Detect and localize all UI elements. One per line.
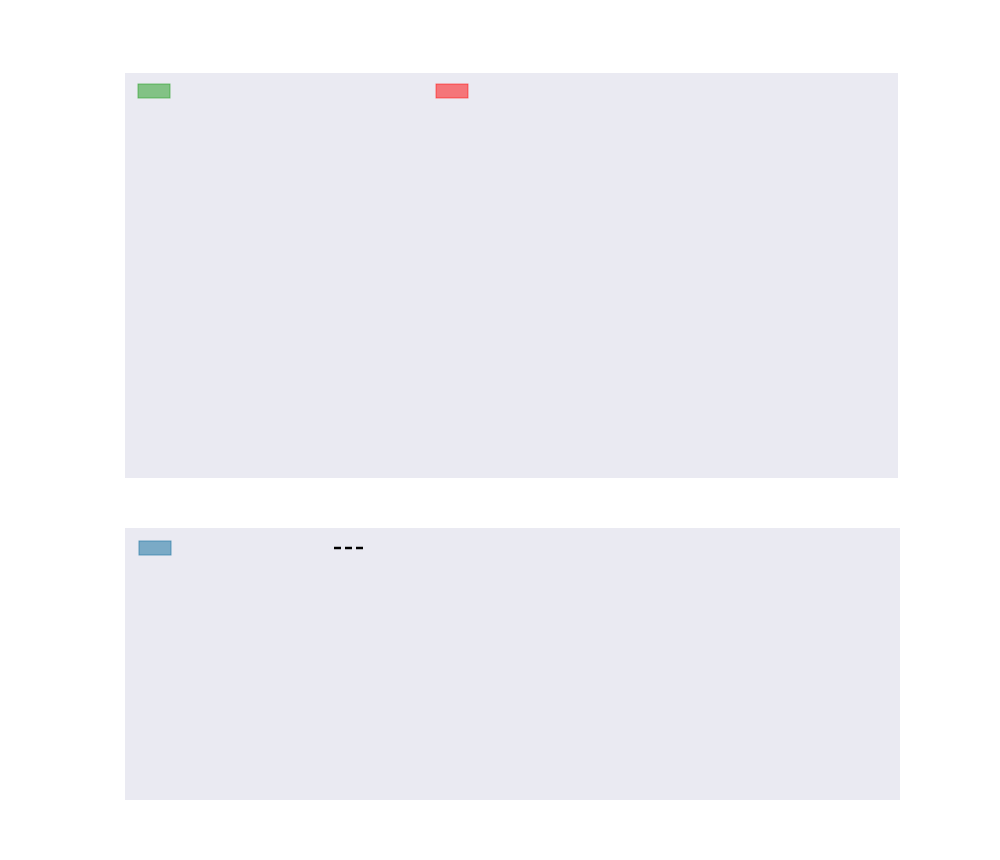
cot-positions-panel [125, 73, 898, 478]
legend-swatch-commercial [435, 83, 469, 99]
top-legend [137, 83, 469, 99]
legend-swatch-specs [137, 83, 171, 99]
legend-swatch-oi [138, 540, 172, 556]
top-plot-background [125, 73, 898, 478]
bottom-legend [138, 540, 366, 556]
open-interest-panel [125, 528, 900, 800]
bottom-plot-background [125, 528, 900, 800]
